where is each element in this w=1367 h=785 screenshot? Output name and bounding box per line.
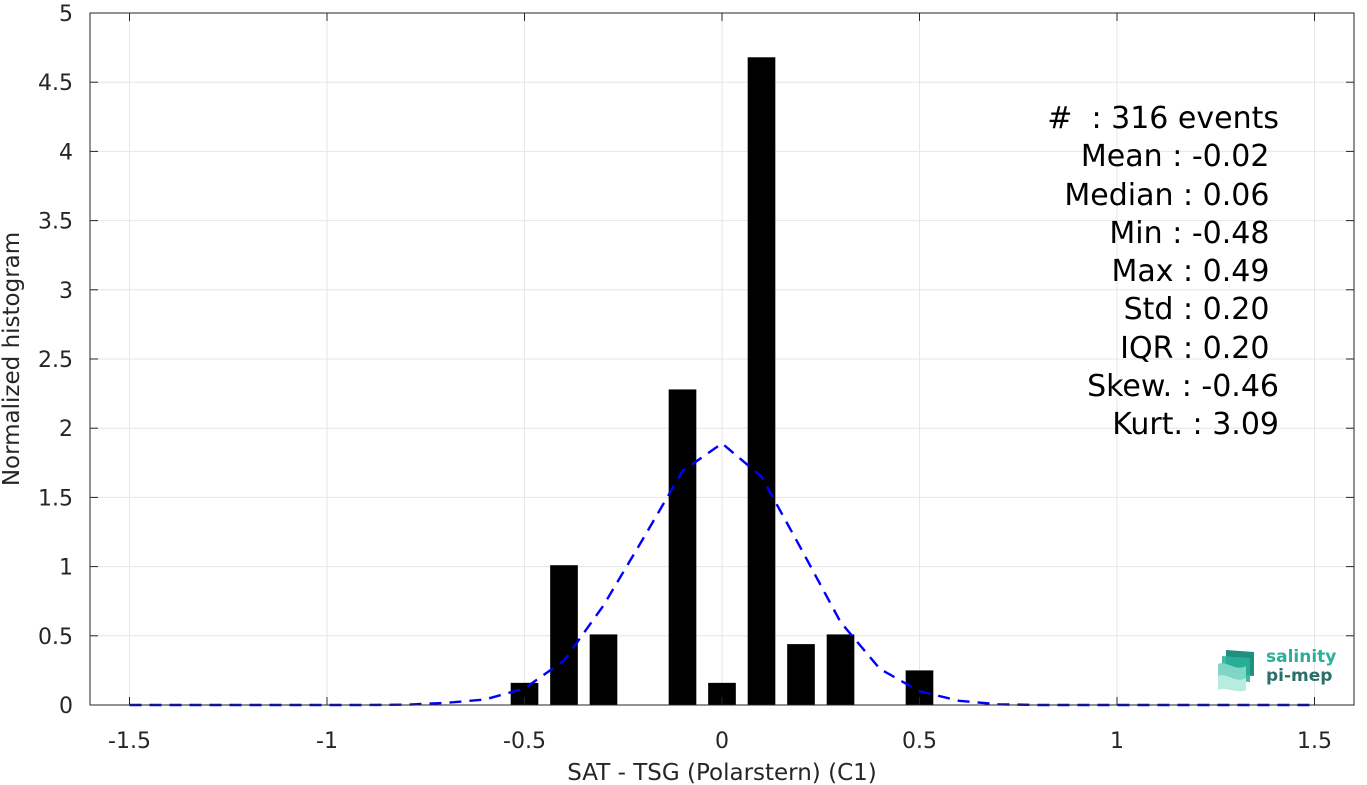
histogram-bar (589, 634, 618, 705)
histogram-bar (826, 634, 855, 705)
stat-std: Std : 0.20 (1123, 292, 1279, 328)
y-tick-label: 3.5 (38, 210, 73, 235)
y-tick-label: 3 (59, 279, 73, 304)
stat-count: # : 316 events (1047, 101, 1279, 136)
x-tick-label: 1 (1110, 729, 1124, 754)
stat-mean: Mean : -0.02 (1080, 139, 1279, 175)
y-axis-label: Normalized histogram (0, 232, 25, 486)
stat-kurt: Kurt. : 3.09 (1112, 407, 1279, 443)
stat-max: Max : 0.49 (1111, 254, 1279, 290)
stat-min: Min : -0.48 (1109, 215, 1279, 251)
logo-line1: salinity (1266, 647, 1337, 667)
histogram-bar (747, 57, 776, 705)
x-tick-label: 0.5 (902, 729, 937, 754)
y-tick-label: 1.5 (38, 486, 73, 511)
histogram-bar (550, 565, 578, 705)
x-tick-label: -0.5 (503, 729, 546, 754)
logo-line2: pi-mep (1266, 666, 1333, 686)
y-tick-label: 5 (59, 2, 73, 27)
x-tick-label: 0 (715, 729, 729, 754)
logo-mark-icon (1218, 650, 1254, 692)
y-axis-ticks: 0 0.5 1 1.5 2 2.5 3 3.5 4 4.5 5 (38, 2, 1354, 719)
stat-skew: Skew. : -0.46 (1087, 369, 1279, 405)
y-tick-label: 2 (59, 417, 73, 442)
y-tick-label: 4 (59, 140, 73, 165)
y-tick-label: 4.5 (38, 71, 73, 96)
y-tick-label: 2.5 (38, 348, 73, 373)
histogram-bar (668, 389, 697, 705)
y-tick-label: 1 (59, 556, 73, 581)
y-tick-label: 0.5 (38, 625, 73, 650)
x-axis-ticks: -1.5 -1 -0.5 0 0.5 1 1.5 (108, 13, 1332, 754)
bars (510, 57, 934, 705)
histogram-bar (708, 682, 736, 705)
x-tick-label: -1 (316, 729, 338, 754)
x-tick-label: -1.5 (108, 729, 151, 754)
y-tick-label: 0 (59, 694, 73, 719)
x-axis-label: SAT - TSG (Polarstern) (C1) (567, 760, 876, 785)
x-tick-label: 1.5 (1297, 729, 1332, 754)
stat-median: Median : 0.06 (1064, 177, 1279, 213)
salinity-pimep-logo: salinity pi-mep (1216, 646, 1346, 696)
histogram-bar (510, 682, 539, 705)
stat-iqr: IQR : 0.20 (1120, 330, 1279, 366)
statistics-box: # : 316 events Mean : -0.02 Median : 0.0… (1047, 100, 1279, 445)
histogram-bar (787, 644, 815, 705)
